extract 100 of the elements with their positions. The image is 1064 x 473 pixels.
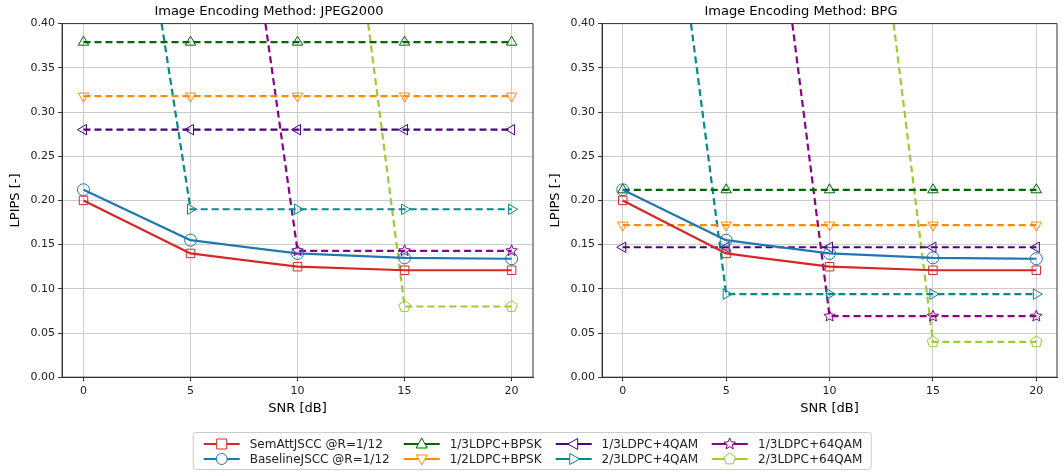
point (77, 92, 90, 103)
point (926, 309, 940, 322)
point (78, 195, 89, 206)
point (1030, 221, 1043, 232)
x-tick-label: 15 (925, 383, 940, 397)
point (184, 233, 198, 247)
y-tick-label: 0.35 (30, 60, 56, 74)
point (926, 241, 937, 253)
point (823, 309, 836, 322)
legend-label: 1/3LDPC+4QAM (601, 436, 699, 451)
y-tick-label: 0.25 (30, 149, 56, 163)
point (617, 221, 629, 232)
point (823, 241, 834, 253)
point (508, 203, 519, 215)
point (398, 244, 411, 257)
y-tick-label: 0.35 (570, 60, 596, 74)
point (927, 183, 939, 194)
point (1031, 265, 1042, 275)
y-tick-label: 0.00 (570, 370, 596, 384)
point (185, 248, 196, 259)
point (398, 299, 411, 312)
y-tick-label: 0.15 (570, 237, 596, 251)
point (291, 92, 304, 103)
y-tick-label: 0.20 (30, 193, 56, 207)
x-axis-title: SNR [dB] (800, 399, 859, 415)
y-tick-label: 0.00 (30, 370, 56, 384)
point (187, 203, 198, 215)
x-tick-label: 20 (504, 383, 519, 397)
x-tick-label: 0 (80, 383, 87, 397)
x-axis-title: SNR [dB] (268, 399, 327, 415)
legend-label: SemAttJSCC @R=1/12 (249, 436, 383, 451)
y-axis-title: LPIPS [-] (547, 173, 563, 228)
point (1030, 309, 1043, 322)
y-tick-label: 0.25 (570, 149, 596, 163)
legend-label: BaselineJSCC @R=1/12 (249, 451, 390, 466)
x-tick-label: 15 (397, 383, 412, 397)
y-tick-label: 0.10 (570, 281, 596, 295)
point (721, 248, 731, 259)
legend-label: 1/2LDPC+BPSK (449, 451, 542, 466)
point (618, 195, 628, 206)
y-tick-label: 0.40 (570, 16, 596, 30)
point (399, 265, 410, 275)
point (926, 251, 940, 265)
point (1029, 241, 1040, 253)
point (1032, 288, 1043, 300)
x-tick-label: 5 (187, 383, 195, 397)
x-tick-label: 5 (722, 383, 730, 397)
point (1030, 335, 1043, 348)
x-tick-label: 20 (1029, 383, 1044, 397)
point (77, 35, 90, 46)
point (823, 183, 836, 194)
point (616, 241, 627, 253)
point (505, 244, 518, 257)
point (292, 261, 303, 272)
y-tick-label: 0.15 (30, 237, 56, 251)
legend-label: 2/3LDPC+64QAM (758, 451, 863, 466)
point (398, 35, 411, 46)
y-tick-label: 0.05 (30, 325, 56, 339)
point (719, 241, 730, 253)
x-tick-label: 10 (822, 383, 837, 397)
point (184, 35, 197, 46)
point (824, 261, 835, 272)
point (823, 221, 836, 232)
point (291, 123, 302, 136)
y-tick-label: 0.10 (30, 281, 56, 295)
point (928, 265, 938, 275)
point (719, 233, 733, 247)
y-tick-label: 0.05 (570, 325, 596, 339)
point (505, 123, 516, 136)
y-tick-label: 0.40 (30, 16, 56, 30)
x-tick-label: 0 (619, 383, 627, 397)
point (184, 92, 197, 103)
point (926, 335, 940, 348)
point (401, 203, 412, 215)
point (823, 246, 837, 260)
point (505, 299, 518, 312)
legend-label: 1/3LDPC+64QAM (758, 436, 863, 451)
x-tick-label: 10 (290, 383, 305, 397)
point (77, 183, 90, 197)
point (505, 252, 519, 266)
point (720, 183, 732, 194)
legend-label: 2/3LDPC+4QAM (601, 451, 699, 466)
point (505, 92, 518, 103)
point (398, 123, 409, 136)
chart-title: Image Encoding Method: BPG (704, 3, 898, 19)
point (506, 265, 517, 275)
point (927, 221, 939, 232)
point (77, 123, 87, 136)
y-tick-label: 0.30 (30, 104, 56, 118)
y-axis-title: LPIPS [-] (7, 173, 23, 228)
y-tick-label: 0.30 (570, 104, 596, 118)
point (1030, 183, 1043, 194)
chart-title: Image Encoding Method: JPEG2000 (154, 3, 384, 19)
point (720, 221, 732, 232)
point (291, 35, 304, 46)
point (1029, 252, 1043, 266)
point (398, 251, 412, 265)
legend-label: 1/3LDPC+BPSK (449, 436, 542, 451)
point (294, 203, 305, 215)
point (398, 92, 411, 103)
